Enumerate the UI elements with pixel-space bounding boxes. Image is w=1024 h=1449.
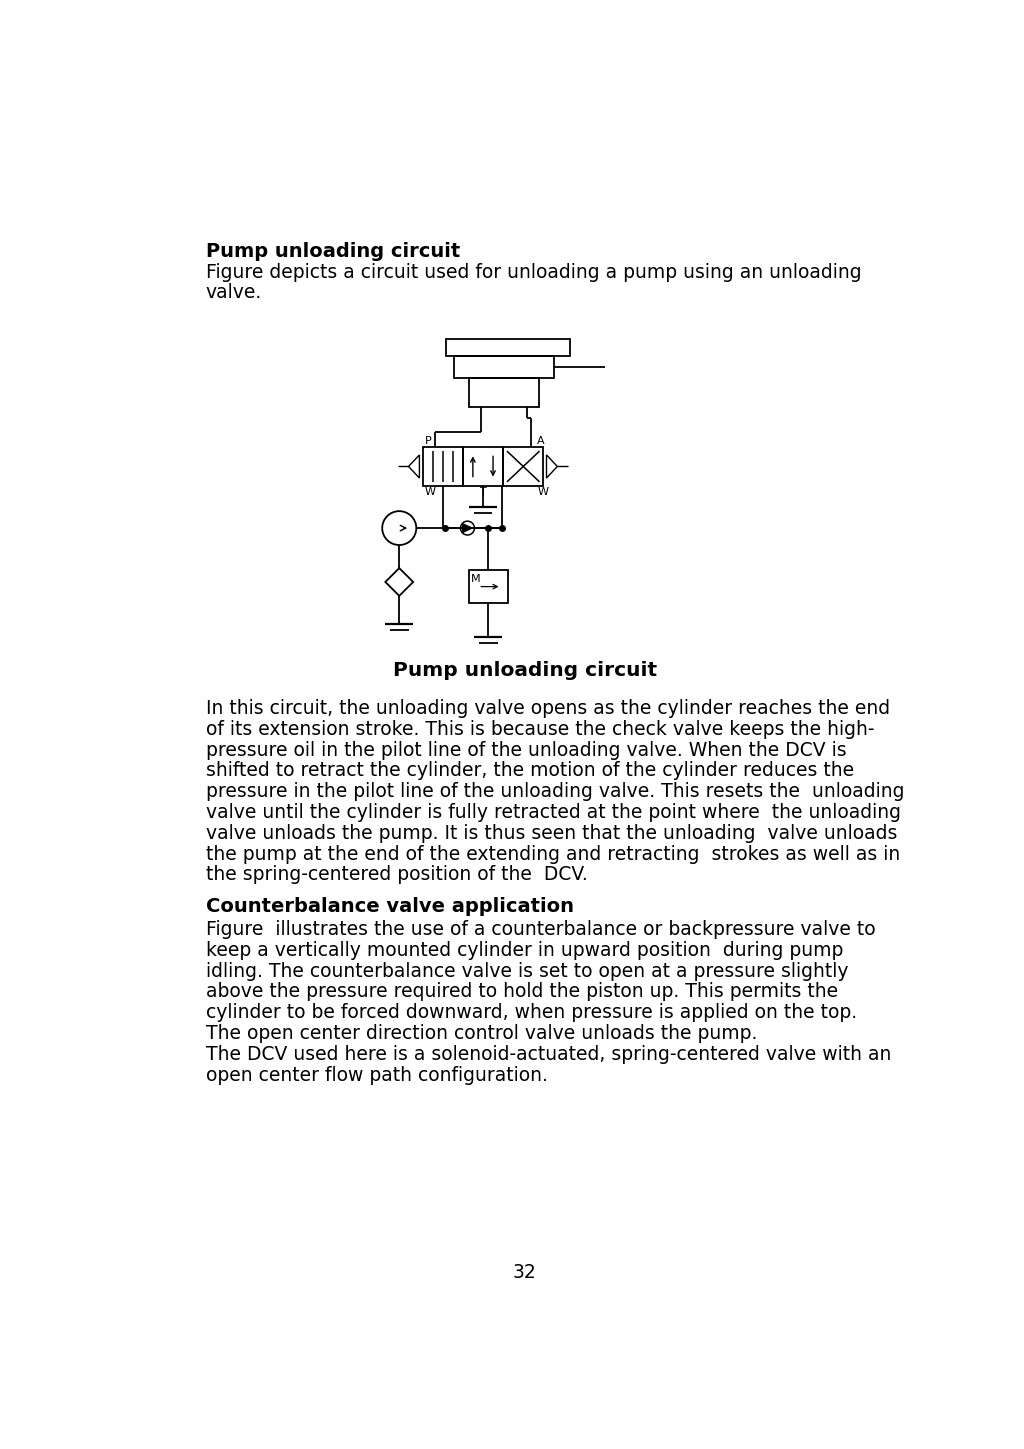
Text: shifted to retract the cylinder, the motion of the cylinder reduces the: shifted to retract the cylinder, the mot…: [206, 761, 854, 781]
Text: pressure oil in the pilot line of the unloading valve. When the DCV is: pressure oil in the pilot line of the un…: [206, 740, 846, 759]
Bar: [463, 448, 503, 485]
Text: In this circuit, the unloading valve opens as the cylinder reaches the end: In this circuit, the unloading valve ope…: [206, 698, 890, 719]
Bar: [503, 448, 544, 485]
Text: A: A: [538, 436, 545, 446]
Text: open center flow path configuration.: open center flow path configuration.: [206, 1065, 548, 1084]
Polygon shape: [463, 523, 472, 533]
Bar: [445, 339, 569, 356]
Text: valve.: valve.: [206, 283, 262, 303]
Text: of its extension stroke. This is because the check valve keeps the high-: of its extension stroke. This is because…: [206, 720, 874, 739]
Text: valve until the cylinder is fully retracted at the point where  the unloading: valve until the cylinder is fully retrac…: [206, 803, 900, 822]
Text: Counterbalance valve application: Counterbalance valve application: [206, 897, 573, 916]
Text: The DCV used here is a solenoid-actuated, spring-centered valve with an: The DCV used here is a solenoid-actuated…: [206, 1045, 891, 1064]
Text: M: M: [471, 574, 481, 584]
Text: 32: 32: [513, 1264, 537, 1282]
Text: above the pressure required to hold the piston up. This permits the: above the pressure required to hold the …: [206, 982, 838, 1001]
Bar: [469, 378, 539, 407]
Bar: [454, 356, 554, 378]
Text: T: T: [480, 487, 486, 497]
Bar: [469, 571, 508, 603]
Text: the spring-centered position of the  DCV.: the spring-centered position of the DCV.: [206, 865, 587, 884]
Text: keep a vertically mounted cylinder in upward position  during pump: keep a vertically mounted cylinder in up…: [206, 940, 843, 959]
Text: Figure  illustrates the use of a counterbalance or backpressure valve to: Figure illustrates the use of a counterb…: [206, 920, 876, 939]
Text: W: W: [538, 487, 548, 497]
Bar: [423, 448, 463, 485]
Text: idling. The counterbalance valve is set to open at a pressure slightly: idling. The counterbalance valve is set …: [206, 962, 848, 981]
Text: Pump unloading circuit: Pump unloading circuit: [393, 661, 656, 680]
Text: pressure in the pilot line of the unloading valve. This resets the  unloading: pressure in the pilot line of the unload…: [206, 782, 904, 801]
Text: cylinder to be forced downward, when pressure is applied on the top.: cylinder to be forced downward, when pre…: [206, 1003, 857, 1022]
Text: Figure depicts a circuit used for unloading a pump using an unloading: Figure depicts a circuit used for unload…: [206, 264, 861, 283]
Text: Pump unloading circuit: Pump unloading circuit: [206, 242, 460, 261]
Text: W: W: [425, 487, 436, 497]
Text: valve unloads the pump. It is thus seen that the unloading  valve unloads: valve unloads the pump. It is thus seen …: [206, 824, 897, 843]
Text: The open center direction control valve unloads the pump.: The open center direction control valve …: [206, 1024, 757, 1043]
Text: the pump at the end of the extending and retracting  strokes as well as in: the pump at the end of the extending and…: [206, 845, 900, 864]
Text: P: P: [425, 436, 431, 446]
